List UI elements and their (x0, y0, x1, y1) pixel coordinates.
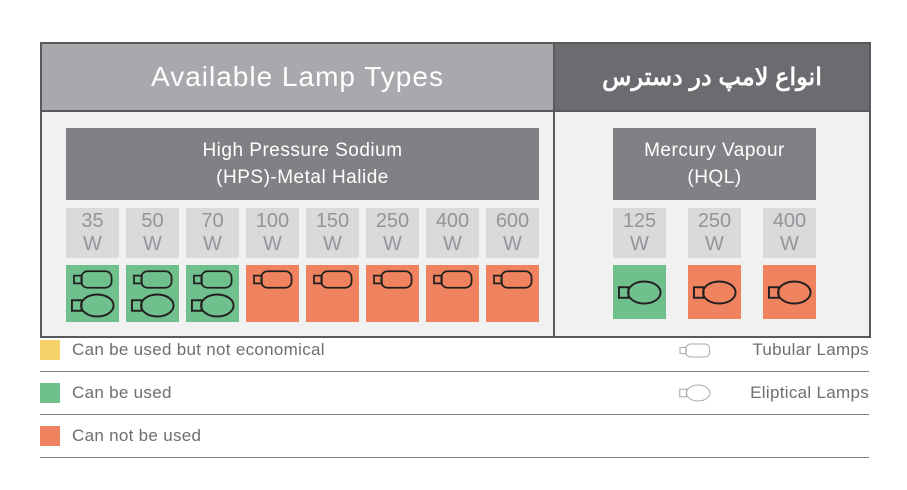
legend-label: Can be used but not economical (72, 340, 325, 359)
wattage-cell-100w: 100 W (246, 208, 299, 258)
legend-row-can-be-used: Can be used Eliptical Lamps (40, 372, 869, 415)
legend-row-can-not-be-used: Can not be used (40, 415, 869, 458)
red-swatch (40, 426, 60, 446)
legend-row-not-economical: Can be used but not economical Tubular L… (40, 329, 869, 372)
lamp-type-entry: Eliptical Lamps (679, 383, 869, 403)
hps-wattage-row: 35 W 50 W 70 W 100 W 150 W 250 W 400 W 600 W (66, 208, 553, 258)
elliptical-lamp-icon (692, 280, 737, 304)
hps-section-body: High Pressure Sodium (HPS)-Metal Halide … (42, 112, 553, 336)
wattage-value: 100 (255, 210, 290, 232)
wattage-value: 400 (435, 210, 470, 232)
wattage-unit: W (630, 233, 649, 255)
wattage-value: 70 (201, 210, 224, 232)
tubular-lamp-icon (312, 270, 352, 289)
lamp-type-label: Tubular Lamps (752, 340, 869, 359)
wattage-value: 150 (315, 210, 350, 232)
wattage-cell-400w-hql: 400 W (763, 208, 816, 258)
tubular-lamp-icon (192, 270, 232, 289)
status-cell-70w-can-be-used (186, 265, 239, 322)
hps-title-line2: (HPS)-Metal Halide (216, 167, 389, 188)
available-lamp-types-column: Available Lamp Types High Pressure Sodiu… (42, 44, 555, 336)
status-cell-35w-can-be-used (66, 265, 119, 322)
wattage-cell-250w: 250 W (366, 208, 419, 258)
legend-label: Can be used (72, 383, 172, 402)
tubular-lamp-icon (132, 270, 172, 289)
elliptical-lamp-icon (617, 280, 662, 304)
elliptical-lamp-icon (70, 293, 115, 318)
wattage-value: 600 (495, 210, 530, 232)
wattage-cell-70w: 70 W (186, 208, 239, 258)
wattage-unit: W (383, 233, 402, 255)
wattage-cell-50w: 50 W (126, 208, 179, 258)
wattage-unit: W (323, 233, 342, 255)
mercury-wattage-row: 125 W 250 W 400 W (613, 208, 869, 258)
legend: Can be used but not economical Tubular L… (40, 329, 869, 458)
lamp-type-entry: Tubular Lamps (679, 340, 869, 360)
mercury-section-body: Mercury Vapour (HQL) 125 W 250 W 400 W (555, 112, 869, 336)
mercury-title-line2: (HQL) (687, 167, 742, 188)
table-title-farsi: انواع لامپ در دسترس (602, 63, 822, 91)
wattage-cell-600w: 600 W (486, 208, 539, 258)
elliptical-lamp-icon (767, 280, 812, 304)
table-header-english: Available Lamp Types (42, 44, 553, 112)
wattage-unit: W (705, 233, 724, 255)
legend-entry: Can be used but not economical (40, 340, 325, 360)
wattage-value: 250 (697, 210, 732, 232)
table-title-english: Available Lamp Types (151, 61, 444, 92)
wattage-unit: W (443, 233, 462, 255)
table-header-farsi: انواع لامپ در دسترس (555, 44, 869, 112)
lamp-types-table: Available Lamp Types High Pressure Sodiu… (40, 42, 871, 338)
status-cell-600w-can-not-be-used (486, 265, 539, 322)
wattage-unit: W (203, 233, 222, 255)
available-lamp-types-column-farsi: انواع لامپ در دسترس Mercury Vapour (HQL)… (555, 44, 869, 336)
legend-entry: Can not be used (40, 426, 201, 446)
status-cell-50w-can-be-used (126, 265, 179, 322)
wattage-value: 50 (141, 210, 164, 232)
mercury-status-row (613, 265, 869, 319)
status-cell-400w-can-not-be-used (426, 265, 479, 322)
elliptical-lamp-icon (130, 293, 175, 318)
hps-group-header: High Pressure Sodium (HPS)-Metal Halide (66, 128, 539, 200)
wattage-unit: W (143, 233, 162, 255)
green-swatch (40, 383, 60, 403)
tubular-lamp-icon (372, 270, 412, 289)
hps-status-row (66, 265, 553, 322)
wattage-unit: W (83, 233, 102, 255)
legend-entry: Can be used (40, 383, 172, 403)
tubular-lamp-icon (72, 270, 112, 289)
wattage-cell-250w-hql: 250 W (688, 208, 741, 258)
status-cell-250w-can-not-be-used (366, 265, 419, 322)
status-cell-250w-hql-can-not-be-used (688, 265, 741, 319)
wattage-cell-150w: 150 W (306, 208, 359, 258)
status-cell-150w-can-not-be-used (306, 265, 359, 322)
wattage-value: 250 (375, 210, 410, 232)
elliptical-lamp-icon (679, 384, 711, 402)
wattage-unit: W (780, 233, 799, 255)
tubular-lamp-icon (432, 270, 472, 289)
status-cell-400w-hql-can-not-be-used (763, 265, 816, 319)
wattage-value: 35 (81, 210, 104, 232)
hps-title-line1: High Pressure Sodium (202, 140, 403, 161)
mercury-vapour-group-header: Mercury Vapour (HQL) (613, 128, 816, 200)
elliptical-lamp-icon (190, 293, 235, 318)
tubular-lamp-icon (492, 270, 532, 289)
tubular-lamp-icon (252, 270, 292, 289)
yellow-swatch (40, 340, 60, 360)
wattage-cell-125w: 125 W (613, 208, 666, 258)
wattage-cell-35w: 35 W (66, 208, 119, 258)
wattage-unit: W (263, 233, 282, 255)
status-cell-125w-can-be-used (613, 265, 666, 319)
wattage-cell-400w: 400 W (426, 208, 479, 258)
mercury-title-line1: Mercury Vapour (644, 140, 785, 161)
wattage-unit: W (503, 233, 522, 255)
wattage-value: 125 (622, 210, 657, 232)
legend-label: Can not be used (72, 426, 202, 445)
wattage-value: 400 (772, 210, 807, 232)
status-cell-100w-can-not-be-used (246, 265, 299, 322)
tubular-lamp-icon (679, 343, 711, 357)
lamp-type-label: Eliptical Lamps (750, 383, 869, 402)
